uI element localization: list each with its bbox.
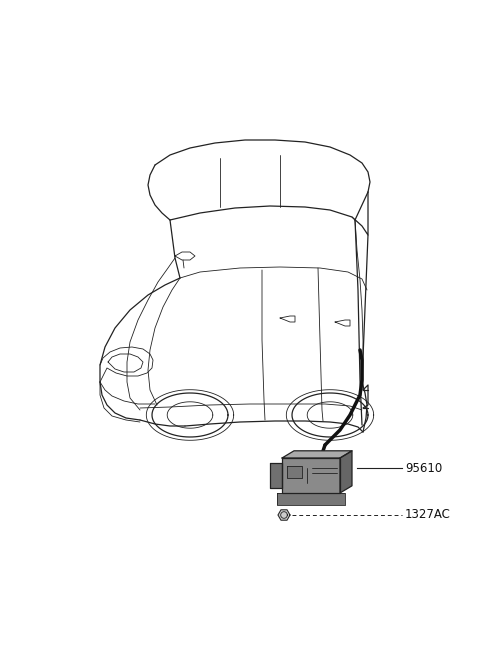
- Polygon shape: [277, 493, 345, 505]
- Polygon shape: [340, 451, 352, 493]
- Text: 1327AC: 1327AC: [405, 508, 451, 522]
- Polygon shape: [282, 458, 340, 493]
- Text: 95610: 95610: [405, 462, 442, 474]
- Polygon shape: [282, 451, 352, 458]
- Polygon shape: [278, 510, 290, 520]
- Polygon shape: [287, 466, 302, 478]
- Polygon shape: [270, 463, 282, 488]
